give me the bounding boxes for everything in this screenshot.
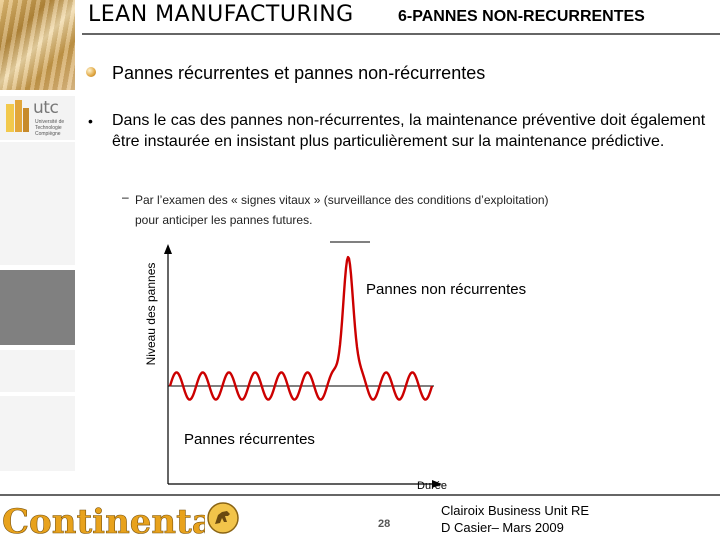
footer-rule	[0, 494, 720, 496]
section-title: 6-PANNES NON-RECURRENTES	[398, 8, 645, 25]
annotation-recurrent: Pannes récurrentes	[184, 431, 315, 448]
sub-bullet-text: Par l’examen des « signes vitaux » (surv…	[135, 193, 549, 227]
y-axis-arrow-icon	[164, 244, 172, 254]
sidebar-panel	[0, 142, 75, 265]
series-line	[168, 255, 434, 401]
continental-logo: Continental	[2, 502, 205, 540]
horse-emblem-icon	[207, 502, 239, 534]
bullet-marker: •	[88, 113, 93, 129]
continental-logo-text: Continental	[2, 502, 205, 540]
x-axis-arrow-icon	[432, 480, 442, 488]
slide-heading: Pannes récurrentes et pannes non-récurre…	[112, 63, 486, 83]
body-paragraph: Dans le cas des pannes non-récurrentes, …	[112, 112, 706, 150]
bullet-icon	[86, 67, 96, 77]
page-number: 28	[378, 518, 391, 530]
y-axis-label: Niveau des pannes	[144, 263, 158, 366]
sidebar-panel-dark	[0, 270, 75, 345]
header-rule	[82, 33, 720, 35]
footer-line-1: Clairoix Business Unit RE	[441, 503, 590, 518]
footer-line-2: D Casier– Mars 2009	[441, 520, 564, 535]
utc-logo-word: utc	[33, 98, 59, 118]
page-title: LEAN MANUFACTURING	[88, 2, 354, 27]
annotation-non-recurrent: Pannes non récurrentes	[366, 281, 526, 298]
sidebar-panel	[0, 350, 75, 392]
sub-bullet-marker: –	[122, 190, 129, 204]
utc-logo-icon	[6, 100, 29, 132]
sidebar-panel	[0, 396, 75, 471]
sidebar-image	[0, 0, 75, 90]
failure-level-chart: Niveau des pannes Durée Pannes non récurre…	[144, 241, 526, 492]
x-axis-label: Durée	[417, 480, 447, 492]
utc-logo-subtitle: Université de Technologie Compiègne	[35, 119, 65, 137]
